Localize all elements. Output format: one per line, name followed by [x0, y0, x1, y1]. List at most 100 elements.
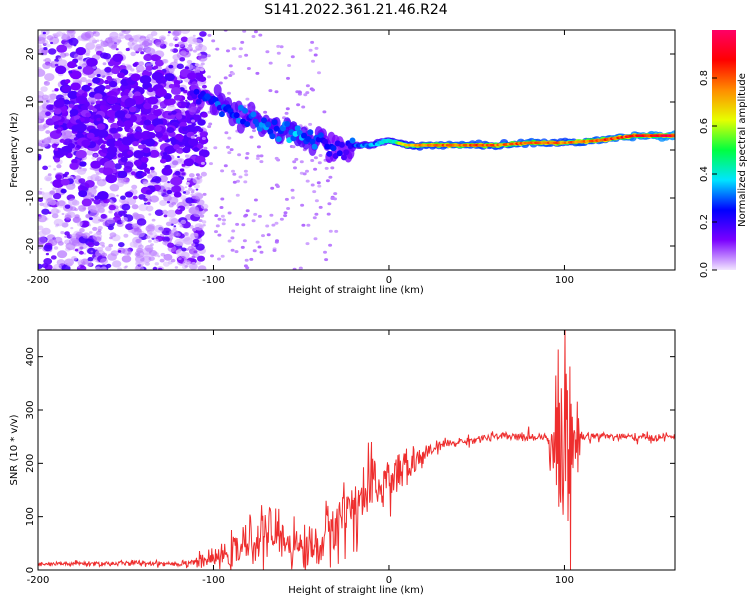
- heatmap-cell: [163, 253, 173, 261]
- heatmap-cell: [186, 36, 198, 45]
- heatmap-cell: [191, 255, 196, 259]
- heatmap-cell: [318, 205, 323, 209]
- heatmap-cell: [133, 131, 144, 140]
- heatmap-cell: [269, 213, 274, 217]
- heatmap-cell: [53, 168, 57, 171]
- heatmap-cell: [123, 165, 133, 173]
- heatmap-cell: [64, 214, 72, 220]
- heatmap-cell: [106, 109, 117, 118]
- heatmap-cell: [305, 242, 310, 246]
- heatmap-cell: [176, 233, 181, 237]
- heatmap-cell: [109, 116, 115, 121]
- heatmap-cell: [671, 134, 675, 137]
- heatmap-cell: [306, 223, 311, 227]
- heatmap-cell: [147, 96, 159, 105]
- heatmap-cell: [100, 219, 104, 223]
- heatmap-cell: [177, 207, 181, 210]
- heatmap-cell: [87, 82, 92, 87]
- heatmap-cell: [223, 76, 228, 80]
- heatmap-cell: [220, 214, 225, 218]
- heatmap-cell: [95, 172, 100, 176]
- heatmap-cell: [238, 175, 243, 179]
- heatmap-cell: [70, 82, 81, 91]
- heatmap-cell: [283, 214, 288, 218]
- heatmap-cell: [138, 203, 149, 212]
- heatmap-cell: [286, 207, 291, 210]
- x-tick-label: -200: [27, 275, 50, 286]
- heatmap-cell: [131, 184, 138, 190]
- heatmap-cell: [43, 47, 48, 51]
- heatmap-cell: [88, 192, 92, 196]
- x-tick-label: -200: [27, 575, 50, 586]
- heatmap-cell: [99, 52, 109, 59]
- heatmap-cell: [128, 128, 134, 133]
- heatmap-cell: [125, 191, 133, 198]
- heatmap-cell: [330, 145, 337, 152]
- heatmap-cell: [187, 131, 195, 137]
- heatmap-cell: [199, 131, 207, 137]
- spectrogram-x-axis-label: Height of straight line (km): [288, 285, 424, 296]
- heatmap-cell: [215, 47, 220, 51]
- heatmap-cell: [263, 110, 268, 114]
- heatmap-cell: [152, 251, 159, 257]
- heatmap-cell: [132, 141, 139, 147]
- heatmap-cell: [64, 231, 70, 236]
- heatmap-cell: [40, 50, 44, 53]
- heatmap-cell: [128, 106, 137, 113]
- heatmap-cell: [249, 257, 254, 261]
- heatmap-cell: [305, 169, 309, 173]
- heatmap-cell: [261, 234, 265, 238]
- heatmap-cell: [135, 65, 145, 72]
- heatmap-cell: [103, 160, 116, 170]
- heatmap-cell: [42, 48, 49, 54]
- heatmap-cell: [126, 252, 131, 256]
- y-tick-label: -10: [25, 190, 36, 206]
- heatmap-cell: [38, 105, 43, 112]
- heatmap-cell: [148, 256, 155, 261]
- heatmap-cell: [191, 65, 197, 70]
- heatmap-cell: [87, 105, 95, 111]
- heatmap-cell: [177, 102, 182, 107]
- heatmap-cell: [177, 149, 183, 154]
- heatmap-cell: [130, 51, 136, 57]
- heatmap-cell: [41, 208, 50, 215]
- heatmap-cell: [197, 255, 205, 262]
- heatmap-cell: [310, 183, 315, 187]
- heatmap-cell: [63, 93, 67, 97]
- heatmap-cell: [284, 197, 289, 201]
- heatmap-cell: [38, 155, 42, 161]
- heatmap-cell: [217, 233, 222, 237]
- heatmap-cell: [323, 250, 327, 254]
- heatmap-cell: [310, 40, 315, 44]
- heatmap-cell: [177, 205, 186, 212]
- heatmap-cell: [188, 173, 195, 178]
- heatmap-cell: [97, 129, 109, 138]
- heatmap-cell: [97, 84, 106, 92]
- heatmap-cell: [38, 236, 47, 245]
- heatmap-cell: [292, 267, 297, 270]
- heatmap-cell: [192, 49, 197, 53]
- heatmap-cell: [116, 194, 119, 197]
- heatmap-cell: [97, 191, 109, 200]
- heatmap-cell: [191, 203, 195, 207]
- heatmap-cell: [176, 63, 184, 70]
- heatmap-cell: [135, 252, 141, 256]
- heatmap-cell: [177, 101, 188, 109]
- heatmap-cell: [53, 99, 65, 108]
- heatmap-cell: [112, 53, 124, 63]
- heatmap-cell: [195, 45, 203, 51]
- heatmap-cell: [90, 100, 95, 104]
- heatmap-cell: [123, 233, 129, 238]
- heatmap-cell: [208, 122, 213, 126]
- heatmap-cell: [48, 48, 57, 55]
- heatmap-cell: [275, 185, 280, 188]
- heatmap-cell: [45, 252, 50, 256]
- heatmap-cell: [307, 129, 314, 136]
- heatmap-cell: [94, 236, 102, 242]
- heatmap-cell: [121, 63, 125, 66]
- heatmap-cell: [313, 237, 318, 241]
- heatmap-cell: [46, 43, 51, 48]
- heatmap-cell: [53, 263, 62, 270]
- heatmap-cell: [105, 246, 112, 252]
